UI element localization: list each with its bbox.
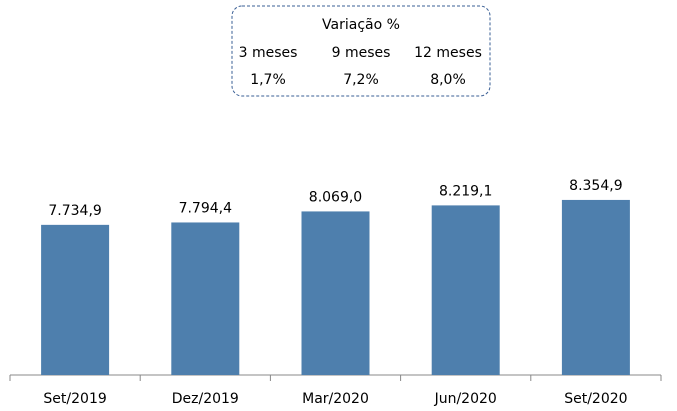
annotation-title: Variação % [322, 17, 400, 33]
value-label: 7.794,4 [179, 200, 233, 216]
x-tick-label: Dez/2019 [172, 391, 239, 407]
x-tick-label: Mar/2020 [302, 391, 369, 407]
bar [431, 205, 500, 375]
annotation-column: 3 meses [239, 45, 298, 61]
value-label: 8.069,0 [309, 189, 362, 205]
value-label: 7.734,9 [48, 203, 101, 219]
annotation-box [231, 5, 491, 97]
x-tick-label: Jun/2020 [434, 391, 497, 407]
bar [301, 211, 370, 375]
annotation-column: 12 meses [414, 45, 482, 61]
annotation-value: 7,2% [343, 72, 379, 88]
x-tick-label: Set/2019 [43, 391, 106, 407]
value-label: 8.354,9 [569, 178, 622, 194]
bar [171, 222, 240, 375]
value-label: 8.219,1 [439, 183, 492, 199]
bar [561, 199, 630, 375]
x-tick-label: Set/2020 [564, 391, 627, 407]
bar [41, 224, 110, 375]
annotation-value: 1,7% [250, 72, 286, 88]
annotation-value: 8,0% [430, 72, 466, 88]
annotation-column: 9 meses [332, 45, 391, 61]
